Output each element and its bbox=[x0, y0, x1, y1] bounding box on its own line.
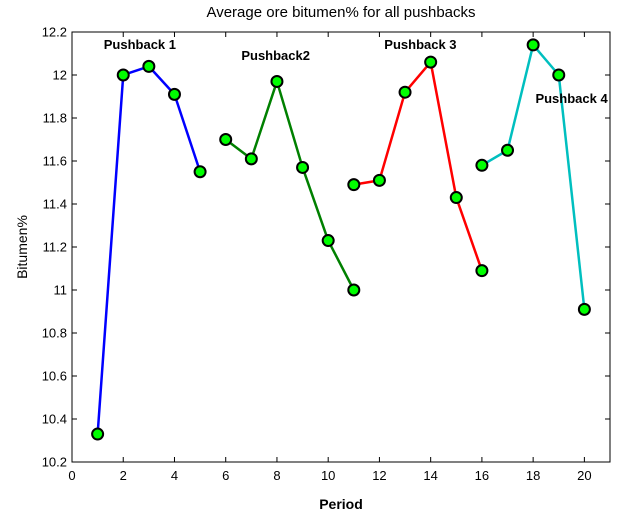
data-point bbox=[142, 59, 156, 73]
data-point bbox=[167, 87, 181, 101]
y-tick-label: 11.8 bbox=[43, 111, 67, 126]
x-tick-label: 10 bbox=[321, 468, 335, 483]
data-point bbox=[372, 173, 386, 187]
x-axis-title: Period bbox=[319, 496, 363, 512]
data-point bbox=[552, 68, 566, 82]
y-tick-label: 10.4 bbox=[42, 412, 67, 427]
x-tick-label: 14 bbox=[423, 468, 437, 483]
y-tick-label: 12.2 bbox=[42, 25, 67, 40]
data-point bbox=[116, 68, 130, 82]
y-tick-label: 10.8 bbox=[42, 326, 67, 341]
data-point bbox=[219, 133, 233, 146]
y-tick-label: 11.4 bbox=[43, 197, 67, 212]
y-tick-label: 11.6 bbox=[43, 154, 67, 169]
data-point bbox=[501, 143, 515, 157]
y-tick-label: 11 bbox=[54, 283, 68, 298]
series-annotation: Pushback2 bbox=[241, 48, 310, 63]
data-point bbox=[449, 191, 463, 205]
y-axis-title: Bitumen% bbox=[14, 215, 30, 279]
series-annotation: Pushback 1 bbox=[104, 37, 176, 52]
series-annotation: Pushback 4 bbox=[535, 91, 608, 106]
y-tick-label: 12 bbox=[53, 68, 67, 83]
x-tick-label: 8 bbox=[273, 468, 280, 483]
data-point bbox=[577, 302, 591, 316]
markers-layer bbox=[91, 38, 591, 441]
x-tick-label: 16 bbox=[475, 468, 489, 483]
x-tick-label: 2 bbox=[120, 468, 127, 483]
data-point bbox=[91, 427, 105, 441]
series-annotation: Pushback 3 bbox=[384, 37, 456, 52]
x-tick-label: 4 bbox=[171, 468, 178, 483]
data-point bbox=[526, 38, 540, 52]
axis-ticks: 0 2 4 6 8 10 12 14 16 18 20 10.2 10.4 10.6 10.8 11 11.2 1… bbox=[42, 25, 610, 483]
y-tick-label: 10.6 bbox=[42, 369, 67, 384]
x-tick-label: 12 bbox=[372, 468, 386, 483]
data-point bbox=[193, 165, 207, 179]
data-point bbox=[347, 283, 361, 297]
y-tick-label: 11.2 bbox=[43, 240, 67, 255]
plot-area bbox=[71, 31, 611, 463]
data-point bbox=[424, 55, 438, 69]
x-tick-label: 0 bbox=[68, 468, 75, 483]
data-point bbox=[398, 85, 412, 99]
data-point bbox=[296, 160, 310, 174]
chart-title: Average ore bitumen% for all pushbacks bbox=[206, 4, 475, 21]
data-point bbox=[270, 74, 284, 88]
data-point bbox=[475, 264, 489, 278]
y-tick-label: 10.2 bbox=[42, 455, 67, 470]
data-point bbox=[475, 158, 489, 172]
data-point bbox=[244, 152, 258, 166]
data-point bbox=[347, 178, 361, 192]
x-tick-label: 6 bbox=[222, 468, 229, 483]
annotations-layer: Pushback 1 Pushback2 Pushback 3 Pushback 4 bbox=[104, 37, 609, 106]
data-point bbox=[321, 234, 335, 248]
x-tick-label: 20 bbox=[577, 468, 591, 483]
x-tick-label: 18 bbox=[526, 468, 540, 483]
